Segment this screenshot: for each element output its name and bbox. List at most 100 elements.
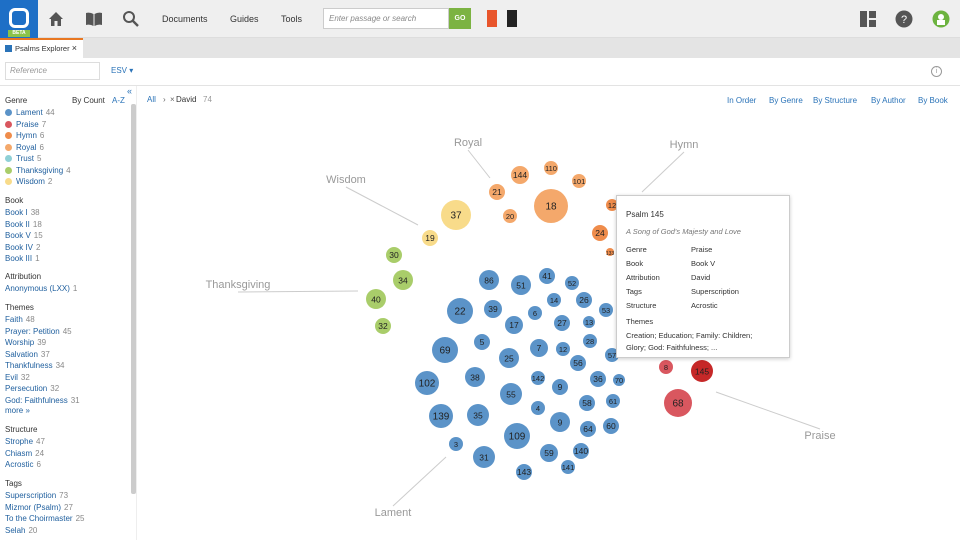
psalm-bubble[interactable]: [479, 270, 499, 290]
more-themes-link[interactable]: more »: [5, 406, 30, 415]
psalm-bubble[interactable]: [429, 404, 453, 428]
book-filter-item[interactable]: Book V 15: [5, 231, 43, 240]
psalm-bubble[interactable]: [441, 200, 471, 230]
psalm-bubble[interactable]: [605, 348, 619, 362]
psalm-bubble[interactable]: [603, 418, 619, 434]
psalm-bubble[interactable]: [528, 306, 542, 320]
reference-input[interactable]: Reference: [5, 62, 100, 80]
search-icon[interactable]: [122, 10, 140, 28]
psalm-bubble[interactable]: [583, 316, 595, 328]
psalm-bubble[interactable]: [534, 189, 568, 223]
psalm-bubble[interactable]: [590, 371, 606, 387]
psalm-bubble[interactable]: [554, 315, 570, 331]
mode-by-book[interactable]: By Book: [918, 96, 948, 105]
device-shortcut-icon[interactable]: [507, 10, 517, 27]
psalm-bubble[interactable]: [500, 383, 522, 405]
psalm-bubble[interactable]: [484, 300, 502, 318]
psalm-bubble[interactable]: [531, 371, 545, 385]
struct-filter-item[interactable]: Acrostic 6: [5, 460, 41, 469]
user-account-icon[interactable]: [932, 10, 950, 28]
psalm-bubble[interactable]: [449, 437, 463, 451]
psalm-bubble[interactable]: [505, 316, 523, 334]
library-book-icon[interactable]: [85, 10, 103, 28]
theme-filter-item[interactable]: Faith 48: [5, 315, 35, 324]
genre-filter-item[interactable]: Hymn 6: [5, 131, 44, 140]
genre-filter-item[interactable]: Royal 6: [5, 143, 44, 152]
psalm-bubble[interactable]: [499, 348, 519, 368]
menu-guides[interactable]: Guides: [230, 14, 259, 24]
struct-filter-item[interactable]: Chiasm 24: [5, 449, 44, 458]
genre-filter-item[interactable]: Lament 44: [5, 108, 55, 117]
go-button[interactable]: GO: [449, 8, 471, 29]
psalm-bubble[interactable]: [573, 443, 589, 459]
menu-documents[interactable]: Documents: [162, 14, 208, 24]
book-filter-item[interactable]: Book IV 2: [5, 243, 40, 252]
mode-by-author[interactable]: By Author: [871, 96, 906, 105]
search-input[interactable]: Enter passage or search: [323, 8, 449, 29]
close-tab-icon[interactable]: ×: [71, 43, 77, 53]
theme-filter-item[interactable]: Salvation 37: [5, 350, 50, 359]
sidebar-scrollbar[interactable]: [131, 104, 136, 494]
psalm-bubble[interactable]: [565, 276, 579, 290]
psalm-bubble[interactable]: [539, 268, 555, 284]
mode-in-order[interactable]: In Order: [727, 96, 757, 105]
psalm-bubble[interactable]: [531, 401, 545, 415]
psalm-bubble[interactable]: [540, 444, 558, 462]
psalm-bubble[interactable]: [447, 298, 473, 324]
version-selector[interactable]: ESV ▾: [111, 66, 133, 75]
layout-icon[interactable]: [859, 10, 877, 28]
psalm-bubble[interactable]: [473, 446, 495, 468]
genre-filter-item[interactable]: Trust 5: [5, 154, 41, 163]
psalm-bubble[interactable]: [576, 292, 592, 308]
sort-by-count[interactable]: By Count: [72, 96, 105, 105]
psalm-bubble[interactable]: [503, 209, 517, 223]
psalm-bubble[interactable]: [664, 389, 692, 417]
remove-filter-icon[interactable]: ×: [170, 95, 175, 104]
psalm-bubble[interactable]: [691, 360, 713, 382]
psalm-bubble[interactable]: [547, 293, 561, 307]
book-filter-item[interactable]: Book I 38: [5, 208, 40, 217]
psalm-bubble[interactable]: [366, 289, 386, 309]
psalm-bubble[interactable]: [561, 460, 575, 474]
theme-filter-item[interactable]: Worship 39: [5, 338, 46, 347]
psalm-bubble[interactable]: [422, 230, 438, 246]
struct-filter-item[interactable]: Strophe 47: [5, 437, 45, 446]
tab-psalms-explorer[interactable]: Psalms Explorer ×: [0, 38, 83, 58]
tag-filter-item[interactable]: To the Choirmaster 25: [5, 514, 85, 523]
psalm-bubble[interactable]: [579, 395, 595, 411]
psalm-bubble[interactable]: [572, 174, 586, 188]
genre-filter-item[interactable]: Thanksgiving 4: [5, 166, 71, 175]
psalm-bubble[interactable]: [386, 247, 402, 263]
psalm-bubble[interactable]: [606, 394, 620, 408]
psalm-bubble[interactable]: [606, 248, 614, 256]
attr-filter-item[interactable]: Anonymous (LXX) 1: [5, 284, 77, 293]
book-filter-item[interactable]: Book II 18: [5, 220, 42, 229]
psalm-bubble[interactable]: [530, 339, 548, 357]
psalm-bubble[interactable]: [375, 318, 391, 334]
psalm-bubble[interactable]: [511, 275, 531, 295]
psalm-bubble[interactable]: [465, 367, 485, 387]
psalm-bubble[interactable]: [504, 423, 530, 449]
psalm-bubble[interactable]: [516, 464, 532, 480]
psalm-bubble[interactable]: [467, 404, 489, 426]
psalm-bubble[interactable]: [474, 334, 490, 350]
mode-by-genre[interactable]: By Genre: [769, 96, 803, 105]
psalm-bubble[interactable]: [489, 184, 505, 200]
app-logo[interactable]: BETA: [0, 0, 38, 38]
home-icon[interactable]: [47, 10, 65, 28]
info-icon[interactable]: i: [931, 66, 942, 77]
tag-filter-item[interactable]: Superscription 73: [5, 491, 68, 500]
psalm-bubble[interactable]: [583, 334, 597, 348]
psalm-bubble[interactable]: [570, 355, 586, 371]
collapse-sidebar-icon[interactable]: «: [127, 86, 133, 96]
theme-filter-item[interactable]: Persecution 32: [5, 384, 59, 393]
theme-filter-item[interactable]: Prayer: Petition 45: [5, 327, 72, 336]
theme-filter-item[interactable]: Thankfulness 34: [5, 361, 65, 370]
sort-a-z[interactable]: A-Z: [112, 96, 125, 105]
genre-filter-item[interactable]: Praise 7: [5, 120, 46, 129]
psalm-bubble[interactable]: [556, 342, 570, 356]
genre-filter-item[interactable]: Wisdom 2: [5, 177, 52, 186]
psalm-bubble[interactable]: [550, 412, 570, 432]
psalm-bubble[interactable]: [606, 199, 618, 211]
psalm-bubble[interactable]: [415, 371, 439, 395]
